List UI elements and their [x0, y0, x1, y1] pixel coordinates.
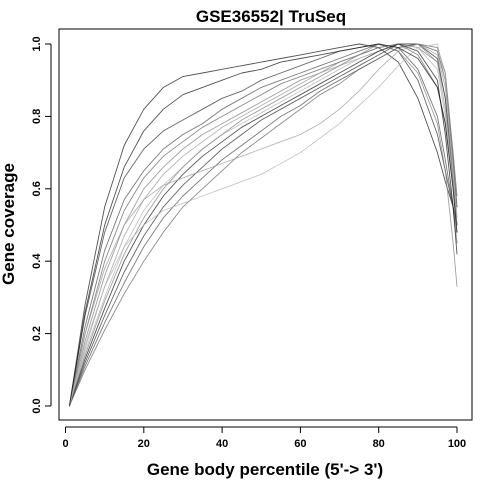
plot-area-border	[58, 28, 473, 421]
x-tick-label: 20	[138, 438, 150, 450]
coverage-curve-15	[68, 43, 458, 407]
coverage-curve-12	[68, 43, 458, 407]
y-axis-label: Gene coverage	[0, 163, 18, 285]
coverage-curve-7	[68, 43, 458, 407]
x-tick-label: 100	[448, 438, 466, 450]
coverage-curve-6	[68, 43, 458, 407]
coverage-curve-10	[68, 43, 458, 407]
coverage-curve-3	[68, 43, 458, 407]
coverage-curve-13	[68, 43, 458, 407]
y-tick-label: 0.8	[31, 109, 43, 124]
coverage-curve-4	[68, 43, 458, 407]
coverage-curve-1	[68, 43, 458, 407]
y-axis-ticks: 0.0 0.2 0.4 0.6 0.8 1.0	[31, 36, 51, 414]
coverage-curve-8	[68, 43, 458, 407]
coverage-curve-11	[68, 43, 458, 407]
coverage-curve-9	[68, 43, 458, 407]
x-axis-label: Gene body percentile (5'-> 3')	[147, 460, 383, 479]
y-tick-label: 0.0	[31, 398, 43, 413]
coverage-curve-14	[68, 43, 458, 407]
y-tick-label: 0.4	[31, 253, 43, 269]
x-tick-label: 60	[294, 438, 306, 450]
chart-title: GSE36552| TruSeq	[196, 7, 346, 26]
x-tick-label: 40	[216, 438, 228, 450]
series-group	[68, 43, 458, 407]
x-tick-label: 80	[373, 438, 385, 450]
x-axis-ticks: 0 20 40 60 80 100	[62, 427, 466, 450]
y-tick-label: 0.6	[31, 181, 43, 196]
coverage-curve-2	[68, 43, 458, 407]
coverage-curve-5	[68, 43, 458, 407]
y-tick-label: 0.2	[31, 326, 43, 341]
y-tick-label: 1.0	[31, 36, 43, 51]
x-tick-label: 0	[62, 438, 68, 450]
